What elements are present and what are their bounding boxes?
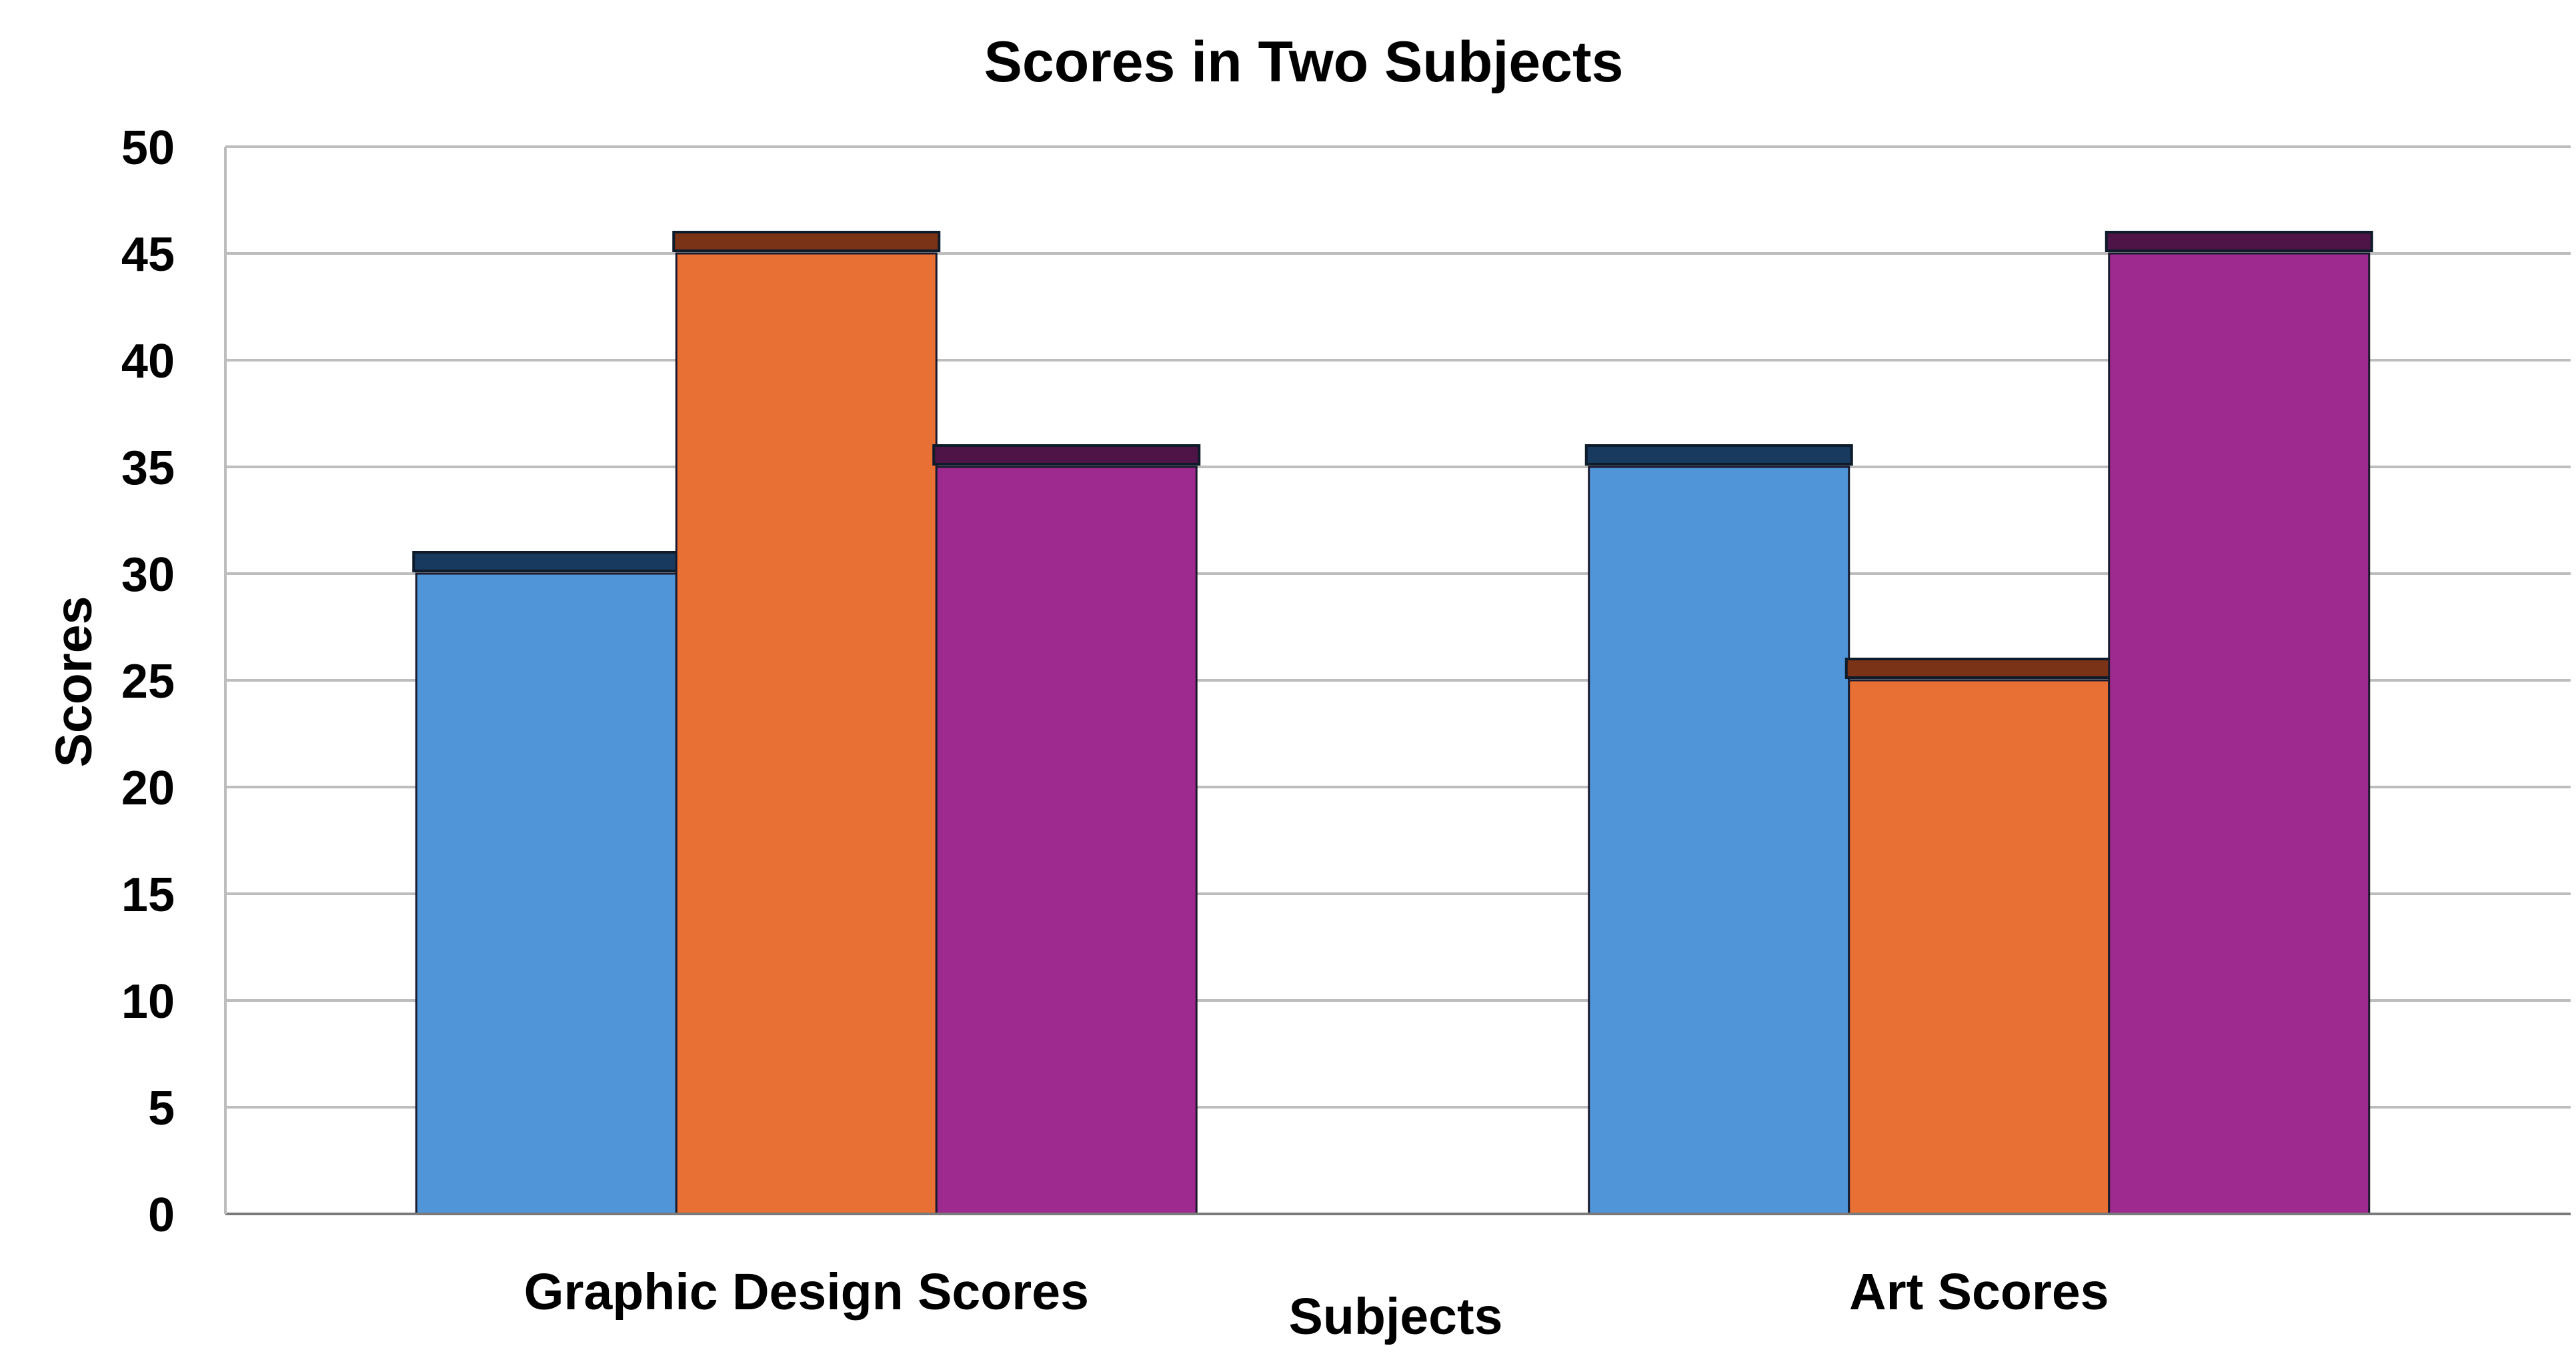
y-tick-label: 50 xyxy=(121,121,175,175)
bar xyxy=(2108,252,2371,1215)
bars xyxy=(412,231,2373,1215)
y-tick-label: 40 xyxy=(121,335,175,388)
bar xyxy=(935,466,1198,1215)
y-tick-label: 20 xyxy=(121,762,175,815)
y-tick-label: 0 xyxy=(148,1189,175,1242)
bar-cap xyxy=(932,444,1201,466)
x-category-label: Graphic Design Scores xyxy=(524,1263,1089,1321)
y-tick-label: 25 xyxy=(121,655,175,708)
y-tick-label: 5 xyxy=(148,1082,175,1135)
y-tick-labels: 0 5 10 15 20 25 30 35 40 45 50 xyxy=(121,121,175,1242)
bar-cap xyxy=(412,551,681,572)
bar-cap xyxy=(1584,444,1853,466)
bar xyxy=(1588,466,1850,1215)
y-tick-label: 35 xyxy=(121,442,175,495)
x-category-labels: Graphic Design Scores Art Scores xyxy=(524,1263,2109,1321)
y-tick-label: 15 xyxy=(121,868,175,922)
x-category-label: Art Scores xyxy=(1849,1263,2109,1321)
bar-cap xyxy=(1844,658,2113,679)
x-axis-title: Subjects xyxy=(1289,1288,1503,1345)
chart-title: Scores in Two Subjects xyxy=(984,30,1624,94)
bar xyxy=(1848,679,2111,1215)
bar-cap xyxy=(672,231,941,252)
y-tick-label: 30 xyxy=(121,548,175,602)
y-tick-label: 45 xyxy=(121,228,175,281)
bar-cap xyxy=(2105,231,2373,252)
bar xyxy=(415,572,678,1215)
y-tick-label: 10 xyxy=(121,975,175,1028)
y-axis-title: Scores xyxy=(45,596,103,768)
bar xyxy=(675,252,938,1215)
